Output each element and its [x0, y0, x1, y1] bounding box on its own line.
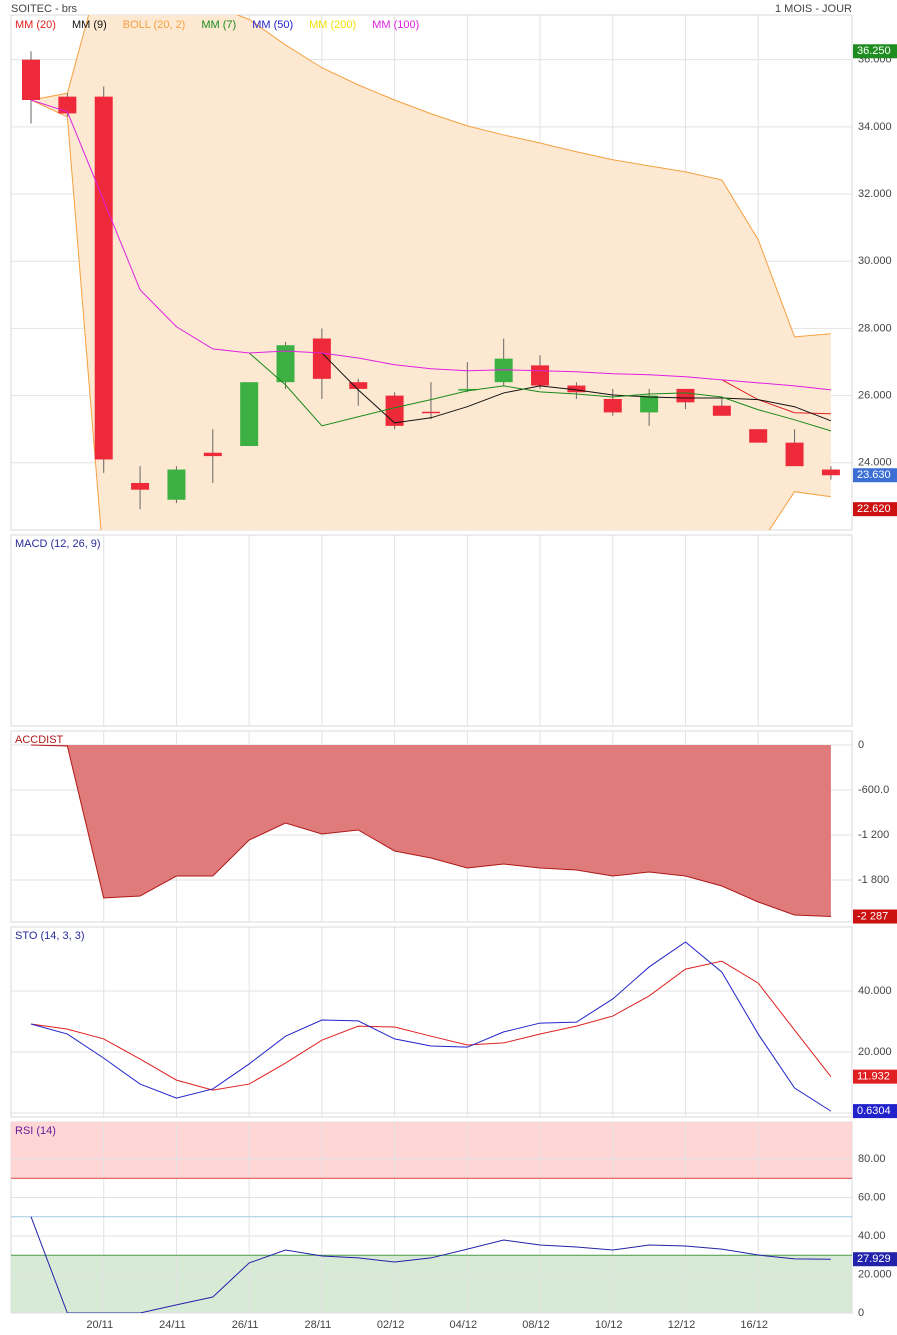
value-badge: [853, 44, 897, 59]
candle-body: [94, 96, 113, 460]
candle-body: [421, 411, 440, 414]
value-badge: [853, 1069, 897, 1084]
y-tick-label: -1 800: [858, 874, 889, 886]
legend-entry: MM (9): [72, 19, 107, 31]
x-tick-label: 24/11: [159, 1319, 186, 1331]
y-tick-label: 24.000: [858, 457, 892, 469]
candle-body: [240, 382, 259, 447]
y-tick-label: -600.0: [858, 784, 889, 796]
legend-entry: MM (200): [309, 19, 356, 31]
panel-content: [11, 1122, 852, 1313]
value-badge: [853, 1252, 897, 1267]
area-line: [30, 744, 831, 918]
y-tick-label: 20.000: [858, 1268, 892, 1280]
candle-body: [167, 469, 186, 500]
value-badge-label: 27.929: [857, 1253, 891, 1265]
panel-content: [103, 535, 759, 726]
indicator-line: [30, 941, 832, 1112]
candle-body: [640, 395, 659, 413]
y-tick-label: -1 200: [858, 829, 889, 841]
indicator-line: [30, 1216, 831, 1313]
candle-body: [312, 338, 331, 379]
y-tick-label: 26.000: [858, 390, 892, 402]
candle-body: [22, 59, 40, 100]
value-badge-label: 0.6304: [857, 1105, 891, 1117]
y-tick-label: 0: [858, 1307, 864, 1319]
value-badge-label: -2 287: [857, 910, 888, 922]
candle-body: [567, 385, 586, 393]
y-tick-label: 34.000: [858, 121, 892, 133]
legend-entry: BOLL (20, 2): [123, 19, 186, 31]
candle-body: [494, 358, 513, 383]
x-tick-label: 20/11: [86, 1319, 113, 1331]
x-tick-label: 04/12: [450, 1319, 478, 1331]
candle-body: [603, 398, 622, 413]
candle-body: [385, 395, 404, 426]
y-tick-label: 80.00: [858, 1153, 886, 1165]
panel-frame: [10, 926, 853, 1118]
level-zone: [11, 1255, 852, 1313]
candle-body: [676, 388, 695, 403]
candle-body: [785, 442, 804, 467]
candle-body: [749, 429, 768, 443]
panel-title: MACD (12, 26, 9): [15, 538, 101, 550]
value-badge-label: 23.630: [857, 469, 891, 481]
value-badge: [853, 468, 897, 483]
x-tick-label: 26/11: [232, 1319, 259, 1331]
instrument-title: SOITEC - brs: [11, 3, 78, 15]
y-tick-label: 28.000: [858, 322, 892, 334]
y-tick-label: 30.000: [858, 255, 892, 267]
legend-entry: MM (20): [15, 19, 56, 31]
panel-content: [11, 927, 852, 1117]
indicator-line: [248, 352, 832, 432]
x-tick-label: 28/11: [305, 1319, 332, 1331]
candle-body: [821, 469, 840, 476]
x-tick-label: 16/12: [740, 1319, 768, 1331]
indicator-line: [30, 15, 831, 338]
y-tick-label: 40.000: [858, 985, 892, 997]
y-tick-label: 20.000: [858, 1046, 892, 1058]
x-tick-label: 10/12: [595, 1319, 623, 1331]
candle-body: [349, 382, 368, 389]
candle-body: [58, 96, 77, 114]
candle-body: [203, 452, 222, 457]
candle-body: [131, 482, 150, 490]
candle-body: [276, 345, 295, 383]
bollinger-band: [31, 15, 831, 530]
panel-title: STO (14, 3, 3): [15, 930, 85, 942]
panel-frame: [10, 534, 853, 727]
value-badge-label: 36.250: [857, 45, 891, 57]
value-badge: [853, 909, 897, 924]
y-tick-label: 60.00: [858, 1191, 886, 1203]
value-badge-label: 11.932: [857, 1071, 890, 1083]
indicator-line: [30, 960, 832, 1091]
panel-title: RSI (14): [15, 1125, 56, 1137]
level-zone: [11, 1122, 852, 1179]
panel-title: ACCDIST: [15, 734, 64, 746]
candle-body: [458, 388, 477, 391]
candle-body: [712, 405, 731, 416]
y-tick-label: 0: [858, 739, 864, 751]
legend-entry: MM (7): [201, 19, 236, 31]
x-tick-label: 08/12: [522, 1319, 550, 1331]
value-badge: [853, 502, 897, 517]
x-tick-label: 02/12: [377, 1319, 405, 1331]
period-label: 1 MOIS - JOUR: [775, 3, 852, 15]
candle-body: [531, 365, 550, 386]
value-badge: [853, 1104, 897, 1119]
panel-content: [11, 731, 852, 922]
legend-entry: MM (100): [372, 19, 419, 31]
indicator-line: [30, 99, 831, 391]
panel-content: [11, 15, 852, 530]
y-tick-label: 40.00: [858, 1230, 886, 1242]
value-badge-label: 22.620: [857, 503, 891, 515]
x-tick-label: 12/12: [668, 1319, 696, 1331]
legend-entry: MM (50): [252, 19, 293, 31]
indicator-line: [321, 352, 832, 424]
y-tick-label: 32.000: [858, 188, 892, 200]
